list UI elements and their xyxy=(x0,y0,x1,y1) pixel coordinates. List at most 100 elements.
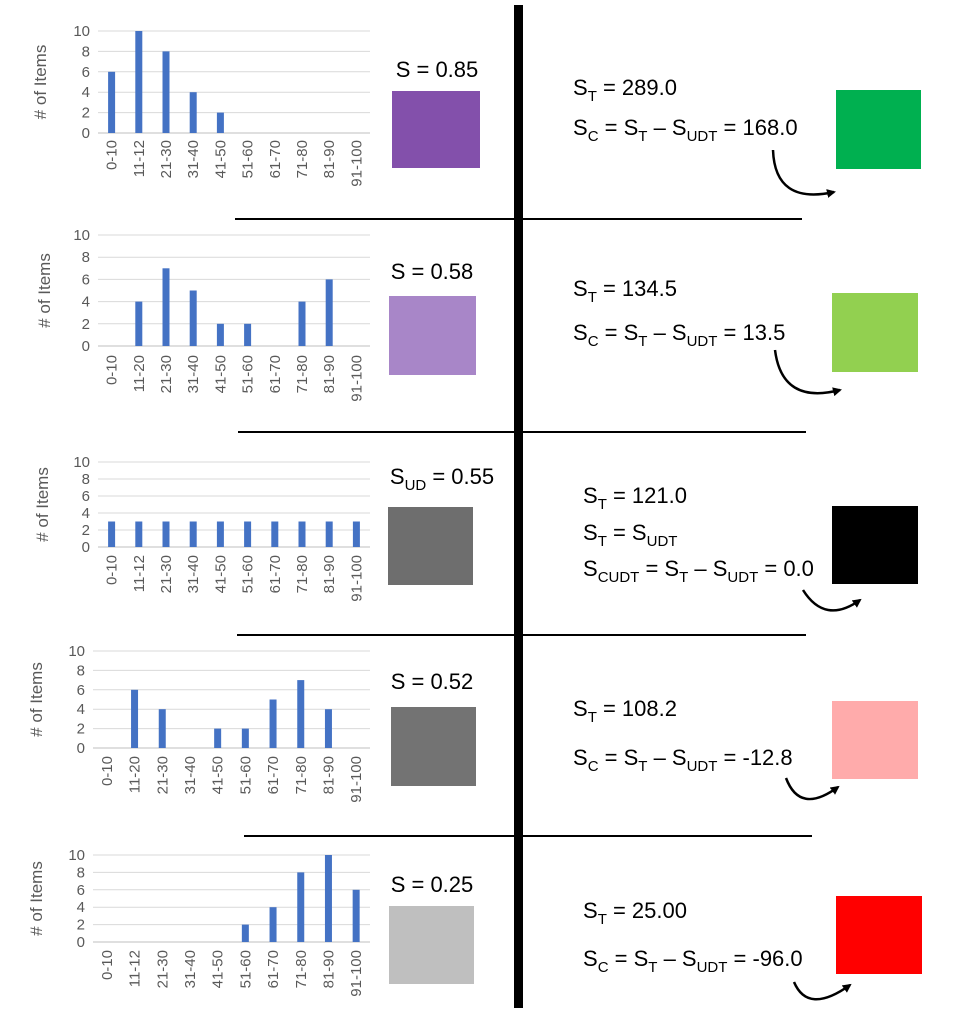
vertical-divider xyxy=(514,5,523,1008)
y-tick-label: 10 xyxy=(68,643,85,660)
x-tick-label: 11-12 xyxy=(131,140,148,177)
y-tick-label: 2 xyxy=(82,316,90,333)
y-tick-label: 8 xyxy=(77,662,85,679)
bar-81-90 xyxy=(325,521,333,547)
bar-41-50 xyxy=(216,323,224,346)
result-color-swatch xyxy=(836,896,922,974)
histogram-chart-1: 0 2 4 6 8 10 # of Items 0-10 11-12 21-30 31-40 41-5… xyxy=(31,23,370,187)
histogram-chart-2: 0 2 4 6 8 10 # of Items 0-10 11-20 21-30 31-40 41-5… xyxy=(35,227,370,402)
x-tick-label: 91-100 xyxy=(348,756,365,803)
y-tick-label: 10 xyxy=(73,23,90,40)
x-tick-label: 51-60 xyxy=(240,355,257,393)
bar-51-60 xyxy=(244,521,252,547)
score-equation-line: SC = ST – SUDT = -12.8 xyxy=(573,745,793,775)
y-tick-label: 8 xyxy=(82,43,90,60)
y-tick-label: 0 xyxy=(82,539,90,556)
x-tick-label: 41-50 xyxy=(212,355,229,393)
bar-71-80 xyxy=(297,680,305,748)
y-tick-label: 6 xyxy=(77,882,85,899)
bar-91-100 xyxy=(352,889,360,942)
bar-71-80 xyxy=(297,872,305,942)
x-tick-label: 11-20 xyxy=(131,355,148,392)
score-equation-line: SC = ST – SUDT = 13.5 xyxy=(573,320,785,350)
x-tick-label: 11-12 xyxy=(127,950,144,987)
rows-layer: S = 0.85 ST = 289.0 SC = ST – SUDT = 168.0… xyxy=(235,57,922,1001)
bar-51-60 xyxy=(241,728,249,748)
score-equation-line: ST = 108.2 xyxy=(573,696,677,726)
y-tick-label: 6 xyxy=(77,682,85,699)
bar-51-60 xyxy=(244,323,252,346)
bar-21-30 xyxy=(162,521,170,547)
x-tick-label: 81-90 xyxy=(321,355,338,393)
x-tick-label: 91-100 xyxy=(348,555,365,602)
y-tick-label: 2 xyxy=(82,522,90,539)
x-tick-label: 71-80 xyxy=(293,756,310,794)
bar-31-40 xyxy=(189,290,197,346)
x-tick-label: 21-30 xyxy=(158,555,175,593)
bar-71-80 xyxy=(298,521,306,547)
y-tick-label: 2 xyxy=(77,917,85,934)
result-color-swatch xyxy=(832,701,918,779)
bar-61-70 xyxy=(269,907,277,942)
y-tick-label: 0 xyxy=(77,740,85,757)
x-tick-label: 31-40 xyxy=(185,140,202,178)
bar-61-70 xyxy=(271,521,279,547)
bar-81-90 xyxy=(324,709,332,748)
bar-21-30 xyxy=(162,268,170,346)
x-tick-label: 61-70 xyxy=(267,140,284,178)
x-tick-label: 71-80 xyxy=(294,140,311,178)
score-equation-line: ST = SUDT xyxy=(583,520,677,550)
y-axis-label: # of Items xyxy=(33,467,52,542)
bar-0-10 xyxy=(108,521,116,547)
bar-51-60 xyxy=(241,924,249,942)
y-tick-label: 10 xyxy=(73,227,90,244)
score-equation-line: ST = 121.0 xyxy=(583,483,687,513)
y-tick-label: 4 xyxy=(77,701,85,718)
x-tick-label: 0-10 xyxy=(104,555,121,585)
x-tick-label: 0-10 xyxy=(104,355,121,385)
x-tick-label: 0-10 xyxy=(99,950,116,980)
x-tick-label: 41-50 xyxy=(210,950,227,988)
histogram-chart-4: 0 2 4 6 8 10 # of Items 0-10 11-20 21-30 31-40 41-5… xyxy=(27,643,370,803)
similarity-score-label: S = 0.25 xyxy=(391,872,474,897)
y-axis-label: # of Items xyxy=(35,253,54,328)
bar-11-20 xyxy=(131,689,139,748)
curved-arrow-icon xyxy=(801,589,862,612)
bar-81-90 xyxy=(324,855,332,942)
score-row-2: S = 0.58 ST = 134.5 SC = ST – SUDT = 13.5 xyxy=(389,259,918,397)
x-tick-label: 81-90 xyxy=(321,140,338,178)
y-tick-label: 8 xyxy=(82,471,90,488)
y-tick-label: 0 xyxy=(82,125,90,142)
bar-31-40 xyxy=(189,92,197,133)
curved-arrow-icon xyxy=(792,981,852,1001)
similarity-score-label: SUD = 0.55 xyxy=(390,464,494,494)
x-tick-label: 71-80 xyxy=(293,950,310,988)
score-equation-line: ST = 25.00 xyxy=(583,898,687,928)
x-tick-label: 11-12 xyxy=(131,555,148,592)
x-tick-label: 61-70 xyxy=(267,555,284,593)
x-tick-label: 11-20 xyxy=(127,756,144,793)
x-tick-label: 81-90 xyxy=(320,950,337,988)
bar-11-12 xyxy=(135,521,143,547)
score-row-4: S = 0.52 ST = 108.2 SC = ST – SUDT = -12.8 xyxy=(391,669,918,801)
score-equation-line: SC = ST – SUDT = -96.0 xyxy=(583,946,803,976)
result-color-swatch xyxy=(832,293,918,372)
curved-arrow-icon xyxy=(773,349,842,397)
bar-61-70 xyxy=(269,699,277,748)
score-row-5: S = 0.25 ST = 25.00 SC = ST – SUDT = -96.0 xyxy=(389,872,922,1001)
x-tick-label: 51-60 xyxy=(240,555,257,593)
x-tick-label: 61-70 xyxy=(267,355,284,393)
bar-21-30 xyxy=(158,709,166,748)
similarity-score-label: S = 0.58 xyxy=(391,259,474,284)
bar-31-40 xyxy=(189,521,197,547)
curved-arrow-icon xyxy=(784,777,840,801)
y-tick-label: 6 xyxy=(82,488,90,505)
x-tick-label: 31-40 xyxy=(182,756,199,794)
x-tick-label: 81-90 xyxy=(320,756,337,794)
x-tick-label: 21-30 xyxy=(158,355,175,393)
x-tick-label: 21-30 xyxy=(154,756,171,794)
y-tick-label: 8 xyxy=(82,249,90,266)
y-tick-label: 2 xyxy=(77,721,85,738)
